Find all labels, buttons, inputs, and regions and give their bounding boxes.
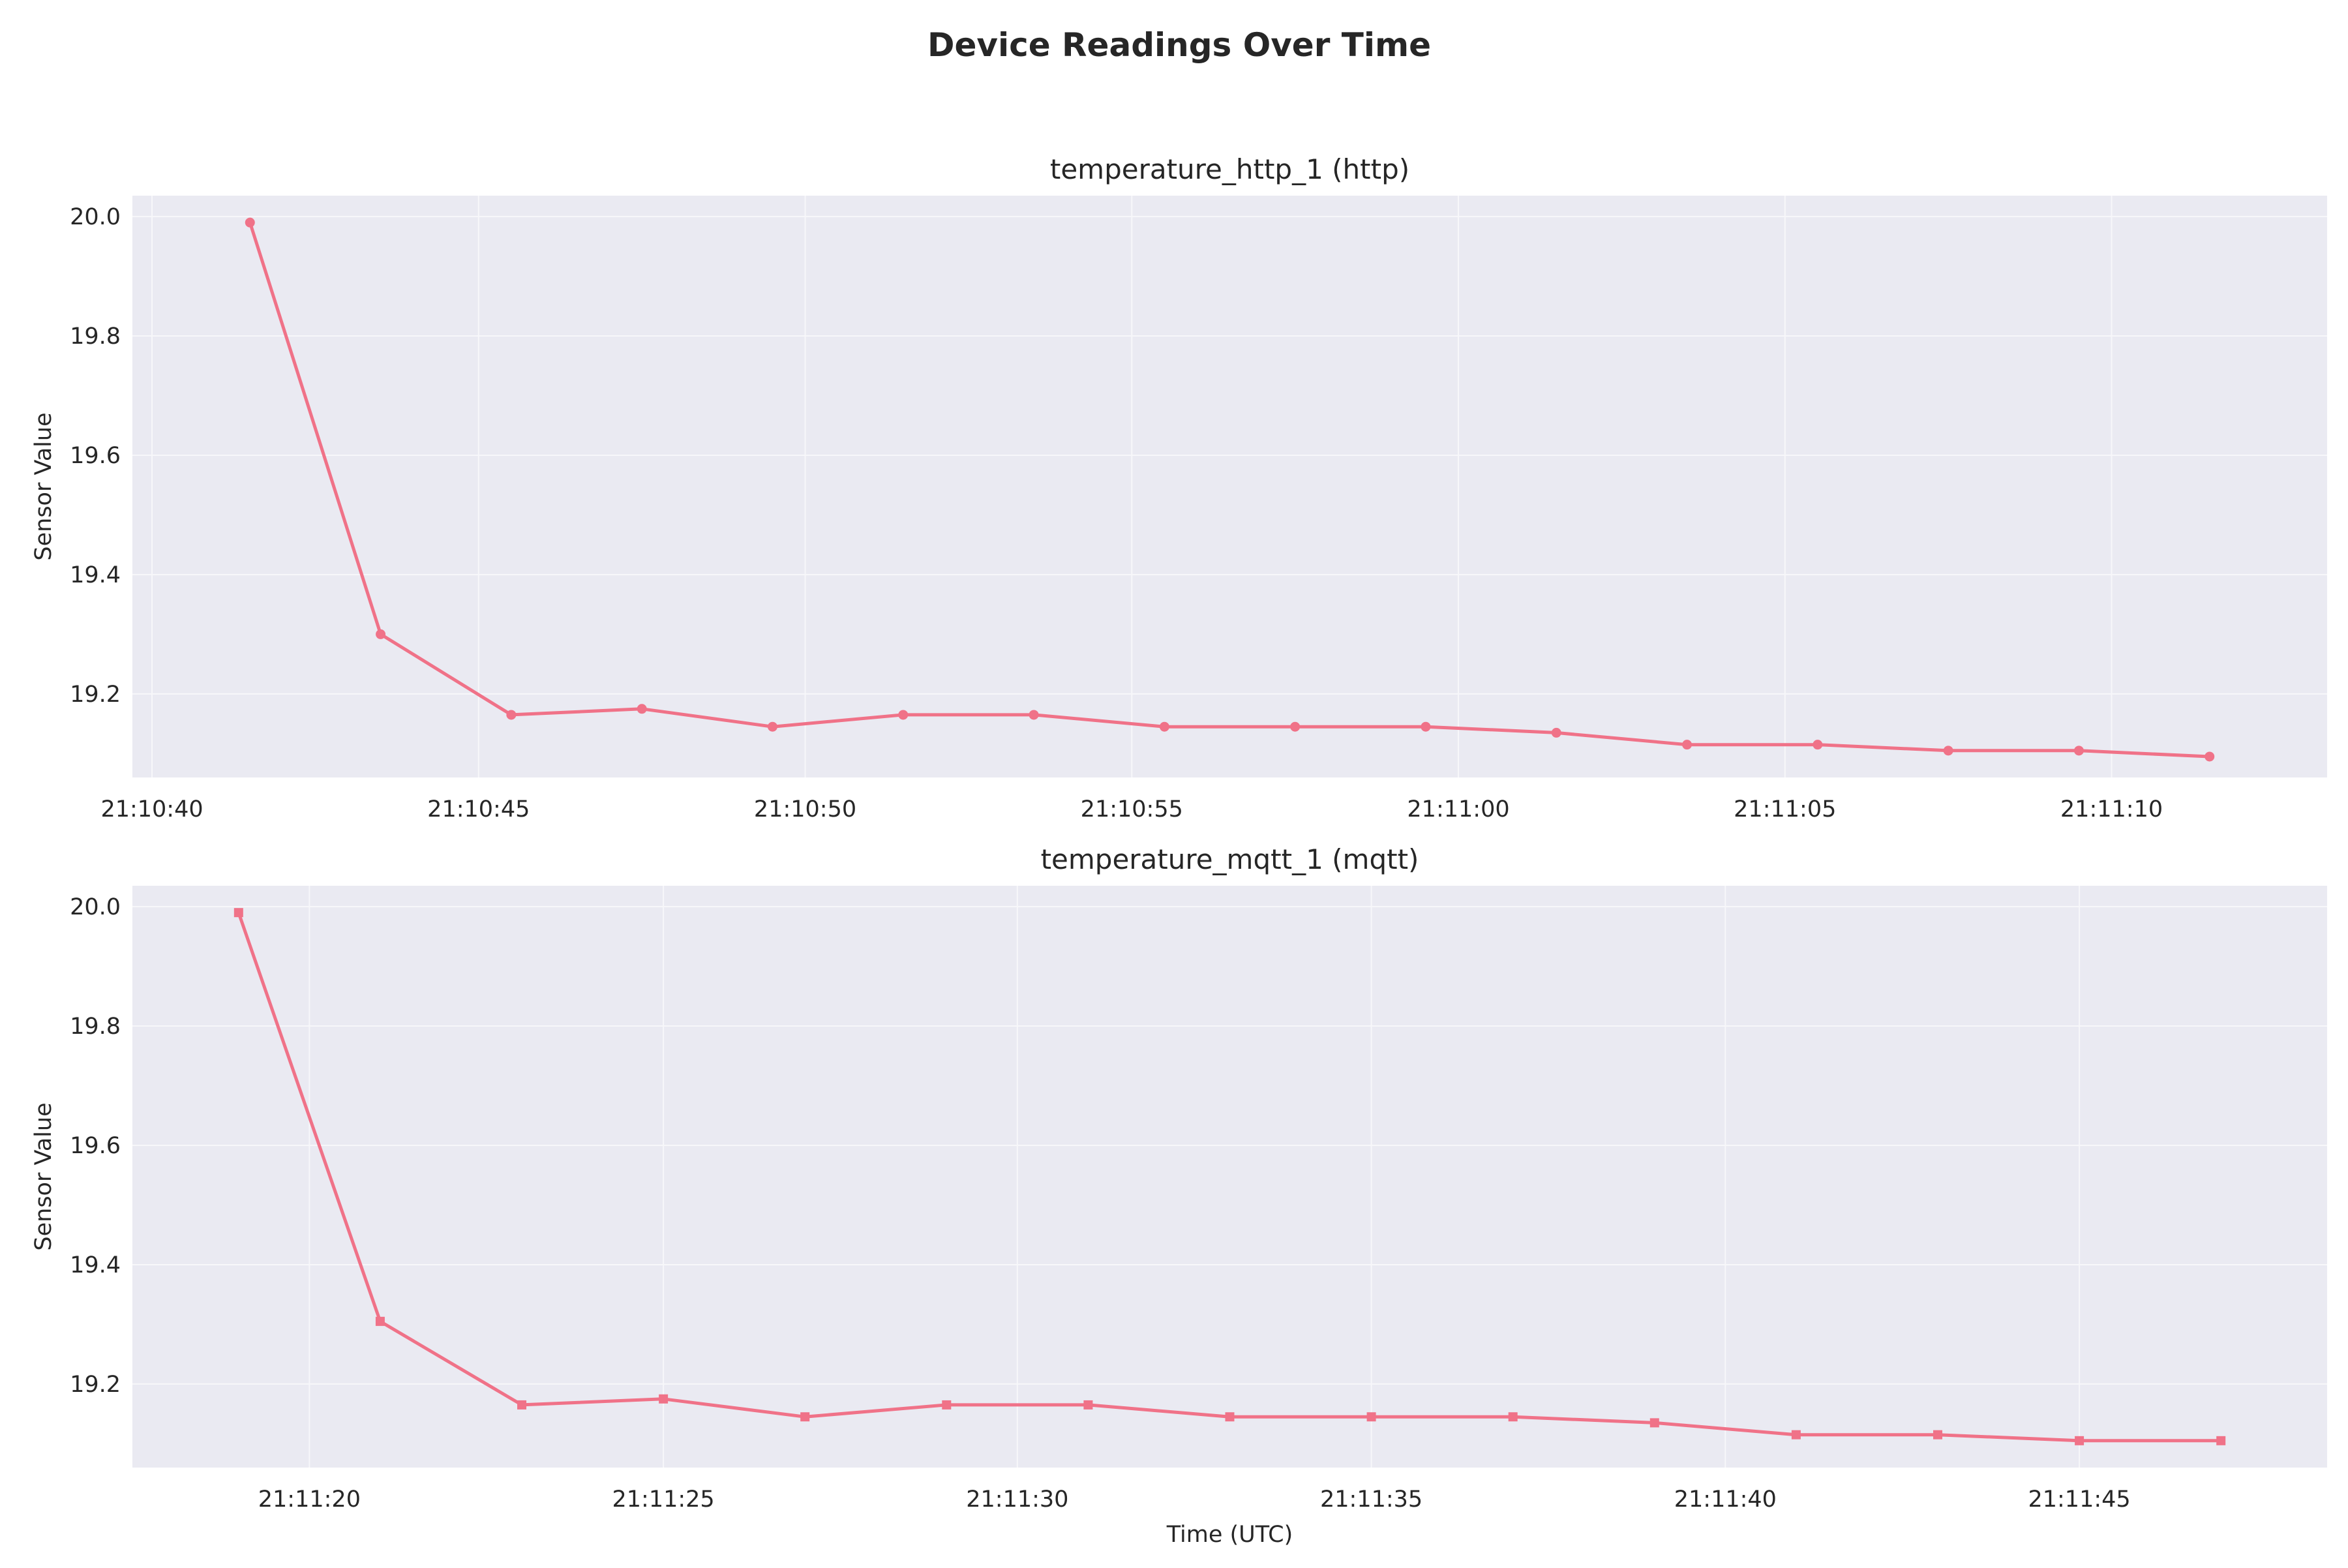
data-point: [1813, 740, 1823, 750]
data-point: [376, 629, 386, 639]
x-tick-label: 21:11:25: [612, 1486, 715, 1513]
data-point: [1225, 1412, 1235, 1422]
data-point: [375, 1316, 385, 1326]
data-point: [1366, 1412, 1376, 1422]
data-point: [2073, 746, 2084, 756]
x-tick-label: 21:10:55: [1081, 796, 1183, 822]
y-axis-label: Sensor Value: [31, 1102, 57, 1250]
figure-title: Device Readings Over Time: [927, 26, 1431, 64]
data-point: [1791, 1430, 1801, 1440]
y-tick-label: 19.2: [70, 1372, 121, 1398]
data-point: [1551, 727, 1561, 738]
y-tick-label: 19.4: [70, 1252, 121, 1278]
x-tick-label: 21:11:05: [1734, 796, 1836, 822]
y-tick-label: 19.6: [70, 1133, 121, 1159]
data-point: [898, 710, 909, 720]
data-point: [1508, 1412, 1518, 1422]
subplot-1: 21:10:40 21:10:45 21:10:50 21:10:55 21:11:00…: [31, 153, 2327, 822]
x-tick-label: 21:11:35: [1320, 1486, 1422, 1513]
data-point: [1083, 1400, 1093, 1410]
data-point: [233, 908, 243, 918]
subplot-title: temperature_mqtt_1 (mqtt): [1041, 843, 1419, 875]
plot-area: [132, 886, 2327, 1468]
x-tick-label: 21:10:45: [427, 796, 530, 822]
data-point: [2216, 1436, 2226, 1445]
data-point: [1290, 721, 1301, 732]
data-point: [1421, 721, 1431, 732]
x-tick-label: 21:10:50: [754, 796, 856, 822]
data-point: [2205, 751, 2215, 762]
data-point: [506, 710, 517, 720]
x-tick-label: 21:11:00: [1407, 796, 1509, 822]
y-tick-label: 19.2: [70, 682, 121, 708]
x-tick-label: 21:11:30: [966, 1486, 1068, 1513]
y-tick-label: 20.0: [70, 204, 121, 230]
data-point: [942, 1400, 952, 1410]
x-tick-label: 21:10:40: [100, 796, 203, 822]
y-tick-label: 19.8: [70, 1014, 121, 1040]
data-point: [2075, 1436, 2085, 1445]
data-point: [1159, 721, 1169, 732]
data-point: [767, 721, 777, 732]
data-point: [1682, 740, 1693, 750]
x-tick-label: 21:11:45: [2028, 1486, 2130, 1513]
x-tick-label: 21:11:40: [1674, 1486, 1777, 1513]
x-tick-label: 21:11:20: [258, 1486, 361, 1513]
data-point: [800, 1412, 810, 1422]
data-point: [1029, 710, 1039, 720]
y-tick-label: 19.8: [70, 324, 121, 350]
y-tick-label: 20.0: [70, 894, 121, 920]
data-point: [659, 1394, 669, 1404]
x-axis-label: Time (UTC): [1166, 1522, 1293, 1548]
data-point: [1933, 1430, 1942, 1440]
subplot-2: 21:11:20 21:11:25 21:11:30 21:11:35 21:11:40…: [31, 843, 2327, 1548]
y-axis-label: Sensor Value: [31, 412, 57, 560]
x-tick-label: 21:11:10: [2060, 796, 2163, 822]
data-point: [637, 704, 647, 714]
data-point: [1649, 1418, 1659, 1428]
series-line: [248, 222, 2210, 759]
subplot-title: temperature_http_1 (http): [1050, 153, 1409, 185]
y-tick-label: 19.6: [70, 443, 121, 469]
y-tick-label: 19.4: [70, 562, 121, 588]
data-point: [245, 217, 255, 228]
data-point: [1943, 746, 1953, 756]
data-point: [517, 1400, 527, 1410]
plot-area: [132, 196, 2327, 777]
